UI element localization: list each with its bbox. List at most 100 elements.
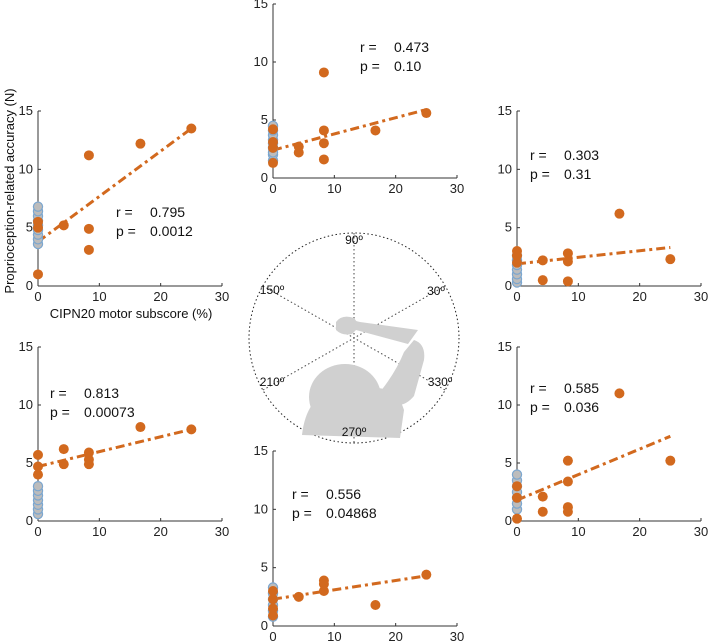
patient-data-point <box>614 208 625 219</box>
p-value: 0.00073 <box>84 404 135 420</box>
patient-data-point <box>268 137 278 148</box>
shoulder-arm-silhouette <box>302 316 425 438</box>
r-value: 0.556 <box>326 486 361 502</box>
patient-data-point <box>58 459 69 470</box>
patient-data-point <box>83 150 94 161</box>
y-tick-label: 10 <box>254 501 268 516</box>
patient-data-point <box>421 108 432 119</box>
p-value: 0.10 <box>394 58 421 74</box>
r-value: 0.795 <box>150 204 185 220</box>
scatter-panel-210: 0 10 20 30 0 5 10 15 r = 0.813 p = 0.00073 <box>19 339 230 539</box>
patient-data-point <box>562 506 573 517</box>
patient-data-point <box>370 125 381 136</box>
patient-data-point <box>293 141 304 152</box>
patient-data-point <box>318 586 329 596</box>
correlation-stats: r = 0.473 p = 0.10 <box>360 39 429 74</box>
y-tick-label: 15 <box>254 0 268 11</box>
patient-data-point <box>83 447 94 458</box>
patient-data-point <box>562 476 573 487</box>
scatter-panel-150: 0 10 20 30 0 5 10 15 r = 0.795 p = 0.0012 <box>19 103 230 304</box>
y-tick-label: 10 <box>19 397 33 412</box>
x-tick-label: 10 <box>571 524 585 539</box>
y-tick-label: 0 <box>26 513 33 528</box>
y-axis-label: Proprioception-related accuracy (N) <box>2 88 17 293</box>
x-tick-label: 0 <box>34 289 41 304</box>
patient-data-point <box>537 255 548 266</box>
scatter-panel-90: 0 10 20 30 0 5 10 15 r = 0.473 p = 0.10 <box>254 0 465 196</box>
upper-arm-silhouette <box>380 340 425 405</box>
x-tick-label: 20 <box>388 181 402 196</box>
patient-data-point <box>512 246 522 256</box>
p-label: p = <box>530 166 550 182</box>
r-label: r = <box>292 486 309 502</box>
patient-data-point <box>33 469 43 480</box>
y-tick-label: 10 <box>498 161 512 176</box>
patient-data-point <box>370 600 381 610</box>
patient-data-point <box>268 610 278 621</box>
patient-data-point <box>186 424 197 435</box>
r-value: 0.585 <box>564 380 599 396</box>
scatter-panel-330: 0 10 20 30 0 5 10 15 r = 0.585 p = 0.036 <box>498 339 708 539</box>
forearm-silhouette <box>350 320 418 344</box>
y-tick-label: 15 <box>498 339 512 354</box>
p-label: p = <box>360 58 380 74</box>
patient-data-point <box>512 257 522 268</box>
x-tick-label: 30 <box>215 524 229 539</box>
dial-angle-label: 150º <box>260 283 285 297</box>
patient-data-point <box>33 461 43 472</box>
x-tick-label: 30 <box>694 289 708 304</box>
correlation-stats: r = 0.795 p = 0.0012 <box>116 204 193 239</box>
r-label: r = <box>360 39 377 55</box>
patient-data-point <box>83 223 94 234</box>
x-tick-label: 0 <box>269 181 276 196</box>
r-label: r = <box>530 380 547 396</box>
patient-data-point <box>33 216 43 227</box>
shoulders-silhouette <box>302 388 404 438</box>
x-tick-label: 0 <box>34 524 41 539</box>
patient-data-point <box>421 569 432 580</box>
y-tick-label: 10 <box>19 161 33 176</box>
p-label: p = <box>530 399 550 415</box>
x-tick-label: 10 <box>571 289 585 304</box>
patient-data-point <box>665 254 676 265</box>
patient-data-point <box>512 492 522 503</box>
r-value: 0.303 <box>564 147 599 163</box>
dial-angle-label: 30º <box>427 284 445 298</box>
r-value: 0.473 <box>394 39 429 55</box>
scatter-panel-270: 0 10 20 30 0 5 10 15 r = 0.556 p = 0.04868 <box>254 443 465 643</box>
p-label: p = <box>50 404 70 420</box>
patient-data-point <box>562 248 573 259</box>
x-tick-label: 20 <box>388 629 402 643</box>
dial-angle-label: 210º <box>260 375 285 389</box>
p-label: p = <box>116 223 136 239</box>
y-tick-label: 0 <box>505 278 512 293</box>
dial-angle-label: 90º <box>345 233 363 247</box>
y-tick-label: 5 <box>261 112 268 127</box>
y-tick-label: 15 <box>19 339 33 354</box>
patient-data-point <box>665 455 676 466</box>
y-tick-label: 0 <box>26 278 33 293</box>
patient-data-point <box>268 124 278 135</box>
patient-data-point <box>268 586 278 596</box>
x-tick-label: 20 <box>153 524 167 539</box>
patient-data-point <box>186 123 197 134</box>
direction-dial: 90º 30º 330º 270º 210º 150º <box>248 232 460 444</box>
y-tick-label: 5 <box>26 220 33 235</box>
p-label: p = <box>292 505 312 521</box>
x-tick-label: 30 <box>694 524 708 539</box>
patient-data-point <box>83 459 94 470</box>
patient-data-point <box>614 388 625 399</box>
patient-data-point <box>58 444 69 455</box>
patient-data-point <box>318 154 329 165</box>
regression-line <box>37 127 193 243</box>
regression-line <box>516 434 671 502</box>
p-value: 0.0012 <box>150 223 193 239</box>
control-data-point <box>32 481 44 492</box>
p-value: 0.31 <box>564 166 591 182</box>
y-tick-label: 15 <box>19 103 33 118</box>
x-tick-label: 0 <box>513 524 520 539</box>
y-tick-label: 15 <box>498 103 512 118</box>
patient-data-point <box>135 138 146 149</box>
patient-data-point <box>512 513 522 524</box>
patient-data-point <box>537 506 548 517</box>
